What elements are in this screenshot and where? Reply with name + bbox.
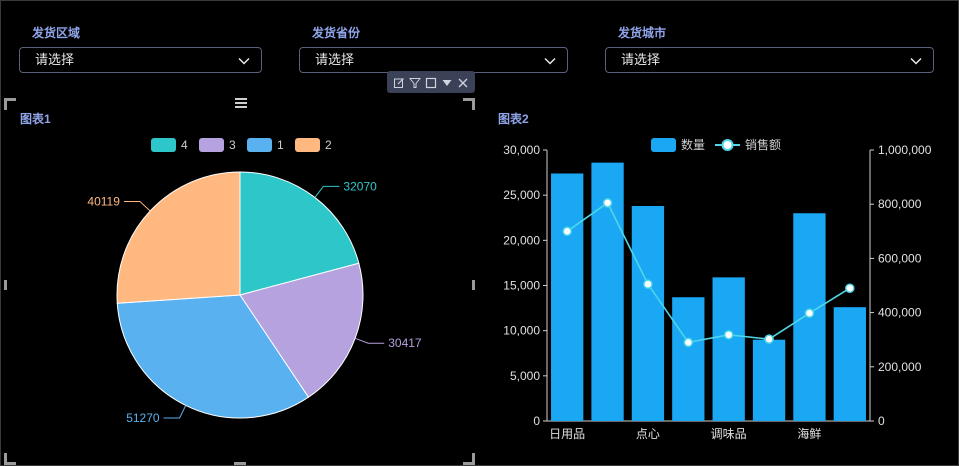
pie-label-line bbox=[314, 185, 340, 198]
x-tick-label: 点心 bbox=[636, 427, 660, 441]
filter-icon[interactable] bbox=[408, 76, 422, 88]
pie-data-label: 30417 bbox=[388, 336, 422, 350]
bar bbox=[752, 339, 786, 421]
close-icon[interactable] bbox=[457, 76, 469, 88]
pie-legend-swatch bbox=[247, 138, 272, 152]
pie-label-line bbox=[123, 200, 151, 212]
pie-legend-label: 4 bbox=[181, 138, 188, 152]
y-left-tick-label: 5,000 bbox=[510, 369, 540, 383]
region-select[interactable]: 请选择 bbox=[19, 47, 262, 73]
resize-handle-top-right[interactable] bbox=[463, 98, 475, 101]
filter-label-city: 发货城市 bbox=[618, 26, 667, 40]
province-select-value: 请选择 bbox=[315, 52, 355, 67]
line-point bbox=[845, 283, 855, 293]
bar bbox=[631, 206, 665, 421]
y-left-tick-label: 10,000 bbox=[503, 324, 540, 338]
pie-slice bbox=[239, 262, 364, 398]
chevron-down-icon bbox=[910, 57, 922, 65]
drag-handle-icon[interactable] bbox=[235, 98, 247, 108]
y-right-tick-label: 400,000 bbox=[878, 306, 922, 320]
pie-data-label: 40119 bbox=[87, 194, 120, 208]
chevron-down-icon bbox=[238, 57, 250, 65]
region-select-value: 请选择 bbox=[35, 52, 75, 67]
bar bbox=[833, 307, 866, 421]
bar-line-chart: 数量 销售额 0 5,000 10,000 15,000 20,000 25,000 30,00… bbox=[503, 137, 932, 441]
pie-legend-label: 2 bbox=[325, 138, 332, 152]
bar bbox=[551, 173, 584, 421]
line-point bbox=[602, 198, 613, 208]
resize-handle-bottom-right[interactable] bbox=[463, 462, 475, 465]
line-legend-label: 销售额 bbox=[745, 137, 781, 152]
bar bbox=[672, 297, 705, 421]
resize-handle-top-left[interactable] bbox=[4, 98, 16, 101]
x-tick-label: 调味品 bbox=[711, 427, 747, 441]
y-left-tick-label: 0 bbox=[533, 414, 540, 428]
pie-chart: 4 3 1 2 32070 30417 51270 40119 bbox=[87, 138, 422, 425]
filter-label-region: 发货区域 bbox=[32, 26, 81, 40]
resize-handle-right[interactable] bbox=[472, 280, 475, 290]
y-right-tick-label: 600,000 bbox=[878, 251, 922, 265]
pie-legend-label: 1 bbox=[277, 138, 284, 152]
y-right-tick-label: 0 bbox=[878, 414, 885, 428]
pie-data-label: 51270 bbox=[126, 411, 160, 425]
bar-legend-swatch bbox=[651, 138, 676, 152]
filter-label-province: 发货省份 bbox=[312, 26, 361, 40]
line-legend-marker bbox=[721, 139, 734, 151]
square-icon[interactable] bbox=[425, 76, 437, 89]
y-left-tick-label: 15,000 bbox=[503, 279, 540, 293]
y-right-tick-label: 800,000 bbox=[878, 197, 922, 211]
sales-line bbox=[566, 201, 851, 344]
city-select-value: 请选择 bbox=[621, 52, 661, 67]
chart-toolbar bbox=[387, 71, 475, 93]
line-point bbox=[683, 337, 694, 348]
pie-legend-swatch bbox=[199, 138, 224, 152]
line-point bbox=[804, 308, 815, 318]
line-point bbox=[643, 279, 653, 289]
y-right-tick-label: 200,000 bbox=[878, 360, 922, 374]
resize-handle-bottom-left-v[interactable] bbox=[4, 453, 7, 465]
resize-handle-bottom-left[interactable] bbox=[4, 462, 16, 465]
y-left-tick-label: 25,000 bbox=[503, 188, 540, 202]
x-tick-label: 海鲜 bbox=[797, 426, 821, 441]
bar-legend-label: 数量 bbox=[681, 137, 705, 152]
edit-icon[interactable] bbox=[393, 76, 405, 88]
pie-legend-label: 3 bbox=[229, 138, 236, 152]
chart1-title: 图表1 bbox=[20, 112, 51, 126]
resize-handle-bottom[interactable] bbox=[234, 462, 246, 465]
pie-label-line bbox=[354, 337, 385, 344]
pie-legend-swatch bbox=[151, 138, 176, 152]
resize-handle-top-left-v[interactable] bbox=[4, 98, 7, 110]
y-left-tick-label: 20,000 bbox=[503, 233, 540, 247]
chart2-title: 图表2 bbox=[498, 112, 529, 126]
pie-slice bbox=[116, 171, 241, 304]
caret-down-icon[interactable] bbox=[441, 76, 453, 88]
line-point bbox=[764, 334, 774, 344]
pie-label-line bbox=[163, 405, 187, 419]
line-point bbox=[562, 226, 572, 237]
y-left-tick-label: 30,000 bbox=[503, 143, 540, 157]
resize-handle-left[interactable] bbox=[4, 280, 7, 290]
x-tick-label: 日用品 bbox=[549, 427, 585, 441]
pie-slice bbox=[239, 171, 360, 296]
chevron-down-icon bbox=[544, 57, 556, 65]
pie-data-label: 32070 bbox=[343, 179, 377, 193]
line-point bbox=[723, 330, 734, 340]
province-select[interactable]: 请选择 bbox=[299, 47, 568, 73]
resize-handle-bottom-right-v[interactable] bbox=[472, 453, 475, 465]
resize-handle-top-right-v[interactable] bbox=[472, 98, 475, 110]
y-right-tick-label: 1,000,000 bbox=[878, 143, 932, 157]
city-select[interactable]: 请选择 bbox=[605, 47, 934, 73]
pie-legend-swatch bbox=[295, 138, 320, 152]
bar bbox=[712, 277, 745, 421]
